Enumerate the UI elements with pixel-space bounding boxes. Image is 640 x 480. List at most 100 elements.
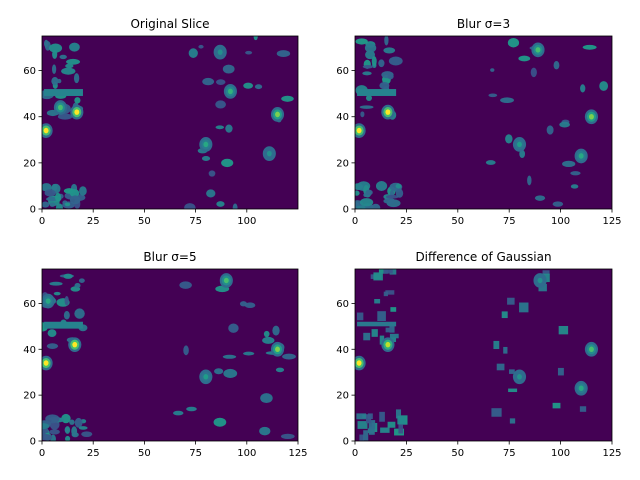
heatmap-cell bbox=[500, 97, 514, 104]
heatmap-cell bbox=[357, 321, 397, 327]
heatmap-cell bbox=[69, 189, 80, 198]
heatmap-cell bbox=[51, 76, 59, 86]
heatmap-peak-ring bbox=[578, 385, 584, 392]
subplot-3: Blur σ=5 0 25 50 75 100 125 0 20 40 60 bbox=[23, 250, 307, 459]
heatmap-cell bbox=[508, 388, 518, 393]
heatmap-cell bbox=[57, 113, 73, 120]
heatmap-cell bbox=[206, 189, 216, 198]
heatmap-cell bbox=[260, 393, 273, 404]
heatmap-cell bbox=[538, 283, 547, 292]
heatmap-cell bbox=[69, 419, 75, 425]
x-tick-label: 50 bbox=[451, 216, 464, 227]
heatmap-cell bbox=[63, 310, 70, 320]
heatmap-cell bbox=[395, 409, 402, 419]
heatmap-cell bbox=[559, 121, 570, 128]
heatmap-peak bbox=[381, 104, 395, 120]
heatmap-peak-ring bbox=[227, 88, 233, 95]
heatmap-peak bbox=[42, 293, 55, 309]
heatmap-cell bbox=[244, 302, 256, 309]
heatmap-cell bbox=[357, 89, 397, 96]
heatmap-cell bbox=[387, 73, 394, 80]
heatmap-cell bbox=[362, 71, 372, 76]
heatmap-cell bbox=[505, 134, 513, 144]
heatmap-cell bbox=[582, 44, 597, 50]
heatmap-peak-ring bbox=[588, 113, 594, 120]
y-tick-label: 60 bbox=[23, 66, 36, 77]
heatmap-cell bbox=[64, 426, 71, 434]
heatmap-background bbox=[42, 36, 298, 209]
heatmap-cell bbox=[389, 322, 395, 333]
heatmap-cell bbox=[216, 79, 226, 86]
heatmap-peak bbox=[270, 341, 285, 357]
heatmap-peak-ring bbox=[275, 346, 280, 353]
x-tick-label: 50 bbox=[451, 448, 464, 459]
heatmap-peak bbox=[199, 137, 213, 152]
y-tick-label: 20 bbox=[23, 391, 36, 402]
heatmap-cell bbox=[562, 160, 576, 168]
heatmap-cell bbox=[254, 84, 263, 90]
heatmap-cell bbox=[215, 125, 225, 130]
heatmap-peak-ring bbox=[203, 141, 209, 148]
heatmap-cell bbox=[570, 184, 579, 189]
x-tick-label: 125 bbox=[602, 216, 621, 227]
heatmap-peak bbox=[53, 100, 67, 115]
heatmap-cell bbox=[42, 423, 50, 430]
heatmap-cell bbox=[373, 272, 383, 281]
heatmap-cell bbox=[362, 414, 368, 419]
heatmap-cell bbox=[356, 312, 364, 321]
axes-frame bbox=[41, 268, 299, 442]
heatmap-cell bbox=[61, 67, 76, 75]
heatmap-cell bbox=[383, 198, 396, 204]
heatmap-cell bbox=[282, 353, 296, 360]
heatmap-background bbox=[42, 269, 298, 441]
heatmap-cell bbox=[42, 201, 50, 208]
heatmap-peak-ring bbox=[203, 374, 209, 380]
chart-title: Blur σ=3 bbox=[457, 17, 510, 31]
heatmap-peak-ring bbox=[72, 341, 78, 348]
heatmap-cell bbox=[546, 125, 554, 135]
heatmap-cell bbox=[383, 47, 396, 54]
heatmap-cell bbox=[46, 343, 59, 349]
heatmap-cell bbox=[355, 190, 360, 196]
y-tick-label: 40 bbox=[23, 112, 36, 123]
subplot-1: Original Slice 0 25 50 75 100 0 20 40 60 bbox=[23, 17, 299, 227]
heatmap-cell bbox=[378, 59, 385, 68]
heatmap-cell bbox=[216, 201, 225, 207]
heatmap-peak-ring bbox=[223, 277, 229, 284]
heatmap-cell bbox=[368, 413, 373, 420]
heatmap-cell bbox=[356, 205, 366, 209]
heatmap-cell bbox=[245, 50, 253, 55]
heatmap-peak bbox=[355, 123, 366, 138]
heatmap-peak bbox=[574, 148, 588, 164]
heatmap-cell bbox=[371, 329, 378, 337]
chart-title: Blur σ=5 bbox=[143, 250, 196, 264]
heatmap-cell bbox=[519, 302, 529, 313]
heatmap-peak-ring bbox=[43, 360, 49, 366]
heatmap-cells bbox=[355, 269, 599, 441]
heatmap-cell bbox=[375, 181, 388, 192]
x-tick-label: 50 bbox=[138, 448, 151, 459]
heatmap-cell bbox=[79, 186, 87, 196]
heatmap-cell bbox=[363, 430, 369, 441]
heatmap-peak-ring bbox=[588, 346, 594, 353]
y-tick-label: 20 bbox=[336, 158, 349, 169]
heatmap-cell bbox=[43, 39, 49, 48]
heatmap-cells bbox=[355, 36, 609, 209]
heatmap-peak bbox=[270, 107, 285, 122]
x-tick-label: 0 bbox=[39, 448, 45, 459]
x-tick-label: 100 bbox=[551, 448, 570, 459]
subplot-4: Difference of Gaussian 0 25 50 75 100 125 0 20 40… bbox=[336, 250, 621, 459]
heatmap-peak-ring bbox=[217, 49, 223, 55]
x-tick-label: 25 bbox=[87, 216, 100, 227]
heatmap-cell bbox=[365, 189, 373, 196]
heatmap-cell bbox=[51, 64, 57, 75]
heatmap-cell bbox=[518, 55, 531, 62]
heatmap-cell bbox=[44, 89, 83, 96]
heatmap-cell bbox=[542, 270, 550, 275]
heatmap-cell bbox=[379, 81, 390, 90]
heatmap-peak-ring bbox=[43, 127, 49, 134]
heatmap-cell bbox=[507, 297, 515, 305]
heatmap-peak-ring bbox=[275, 111, 280, 118]
heatmap-cell bbox=[490, 68, 495, 72]
heatmap-cell bbox=[57, 78, 62, 84]
